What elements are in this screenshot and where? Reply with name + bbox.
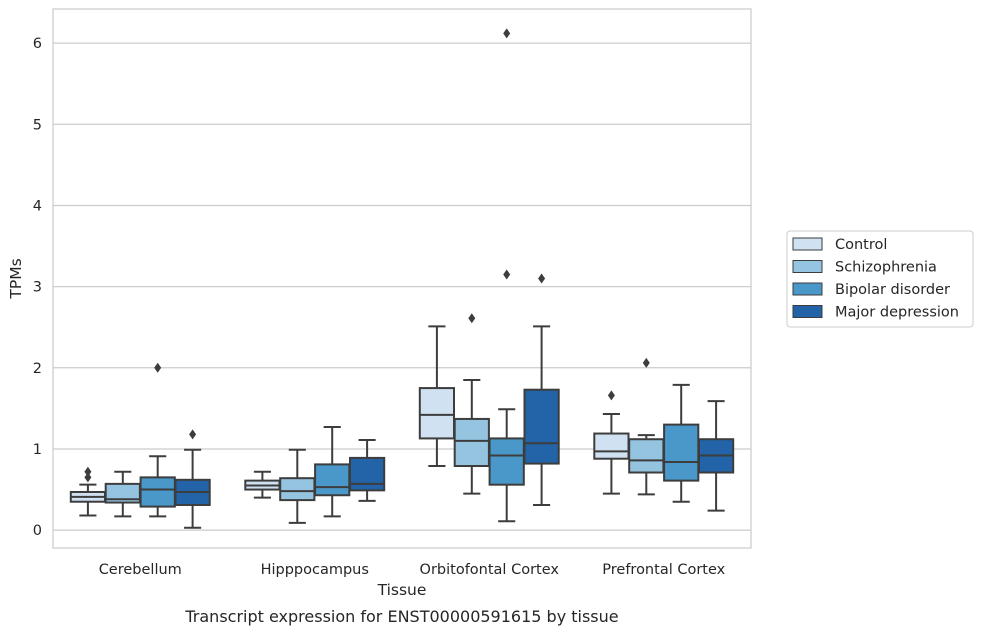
box-major-depression xyxy=(697,400,735,512)
legend: Control Schizophrenia Bipolar disorder Majo… xyxy=(786,230,974,328)
box-bipolar-disorder xyxy=(488,28,525,523)
legend-swatch xyxy=(792,237,823,251)
box-control xyxy=(418,325,456,468)
legend-swatch xyxy=(792,305,823,318)
box-control xyxy=(69,466,107,517)
box-body xyxy=(593,432,630,460)
y-axis-title: TPMs xyxy=(7,258,25,299)
legend-label: Bipolar disorder xyxy=(835,282,950,298)
outlier-point xyxy=(154,362,162,373)
box-bipolar-disorder xyxy=(663,383,700,503)
legend-label: Schizophrenia xyxy=(835,260,937,276)
box-body xyxy=(348,456,386,492)
box-body xyxy=(139,476,176,508)
outlier-point xyxy=(84,472,92,483)
y-tick-label: 1 xyxy=(33,442,42,458)
y-tick-label: 5 xyxy=(33,117,42,133)
box-body xyxy=(314,463,351,497)
outlier-point xyxy=(642,357,650,368)
x-tick-label: Orbitofontal Cortex xyxy=(420,562,560,578)
outlier-point xyxy=(503,28,511,39)
box-body xyxy=(663,423,700,482)
legend-swatch xyxy=(792,282,823,296)
y-tick-label: 6 xyxy=(33,36,42,52)
box-body xyxy=(453,417,490,468)
chart-caption: Transcript expression for ENST0000059161… xyxy=(184,607,618,626)
grid-lines xyxy=(53,42,751,531)
outlier-point xyxy=(468,313,476,324)
x-axis-title: Tissue xyxy=(377,581,427,599)
outlier-point xyxy=(189,429,197,440)
box-schizophrenia xyxy=(279,448,316,524)
outlier-point xyxy=(84,466,92,477)
legend-item: Bipolar disorder xyxy=(792,282,950,298)
y-tick-labels: 0 1 2 3 4 5 6 xyxy=(33,36,42,539)
legend-label: Major depression xyxy=(835,305,959,321)
legend-items: Control Schizophrenia Bipolar disorder Majo… xyxy=(792,237,959,321)
legend-item: Control xyxy=(792,237,887,253)
plot-frame xyxy=(52,8,752,549)
box-body xyxy=(523,388,560,465)
box-bipolar-disorder xyxy=(139,362,176,518)
box-body xyxy=(279,477,316,502)
box-schizophrenia xyxy=(104,470,141,518)
box-body xyxy=(418,387,456,440)
box-schizophrenia xyxy=(453,313,490,495)
box-body xyxy=(628,438,665,474)
box-control xyxy=(593,390,630,495)
box-major-depression xyxy=(174,429,211,529)
outlier-point xyxy=(607,390,615,401)
box-schizophrenia xyxy=(628,357,665,496)
box-body xyxy=(488,437,525,486)
legend-swatch xyxy=(792,260,823,273)
box-control xyxy=(244,470,281,499)
box-major-depression xyxy=(348,439,386,502)
x-tick-labels: Cerebellum Hipppocampus Orbitofontal Corte… xyxy=(99,562,726,578)
box-bipolar-disorder xyxy=(314,426,351,518)
box-layer xyxy=(69,28,735,529)
legend-frame xyxy=(786,230,974,328)
x-tick-label: Hipppocampus xyxy=(261,562,369,578)
box-major-depression xyxy=(523,273,560,506)
legend-item: Major depression xyxy=(792,305,959,321)
x-tick-label: Prefrontal Cortex xyxy=(602,562,725,578)
x-tick-label: Cerebellum xyxy=(99,562,182,578)
y-tick-label: 0 xyxy=(33,523,42,539)
y-tick-label: 4 xyxy=(33,198,42,214)
outlier-point xyxy=(503,269,511,280)
legend-label: Control xyxy=(835,237,887,253)
y-tick-label: 2 xyxy=(33,361,42,377)
legend-item: Schizophrenia xyxy=(792,260,937,276)
outlier-point xyxy=(538,273,546,284)
y-tick-label: 3 xyxy=(33,280,42,296)
